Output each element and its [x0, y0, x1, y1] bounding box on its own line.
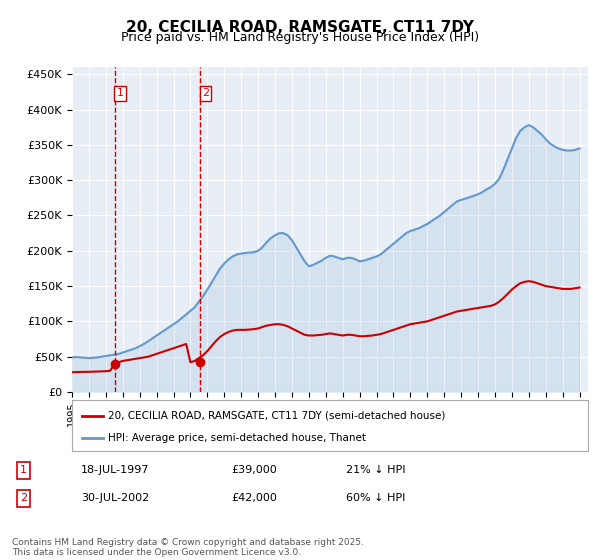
Text: 30-JUL-2002: 30-JUL-2002 — [81, 493, 149, 503]
Text: 20, CECILIA ROAD, RAMSGATE, CT11 7DY (semi-detached house): 20, CECILIA ROAD, RAMSGATE, CT11 7DY (se… — [108, 410, 445, 421]
Text: 60% ↓ HPI: 60% ↓ HPI — [346, 493, 406, 503]
Text: Price paid vs. HM Land Registry's House Price Index (HPI): Price paid vs. HM Land Registry's House … — [121, 31, 479, 44]
Text: Contains HM Land Registry data © Crown copyright and database right 2025.
This d: Contains HM Land Registry data © Crown c… — [12, 538, 364, 557]
Text: 2: 2 — [20, 493, 27, 503]
Text: £42,000: £42,000 — [231, 493, 277, 503]
Text: 18-JUL-1997: 18-JUL-1997 — [81, 465, 149, 475]
Text: 21% ↓ HPI: 21% ↓ HPI — [346, 465, 406, 475]
Text: HPI: Average price, semi-detached house, Thanet: HPI: Average price, semi-detached house,… — [108, 433, 366, 443]
Text: 2: 2 — [202, 88, 209, 99]
Text: 20, CECILIA ROAD, RAMSGATE, CT11 7DY: 20, CECILIA ROAD, RAMSGATE, CT11 7DY — [126, 20, 474, 35]
Text: £39,000: £39,000 — [231, 465, 277, 475]
Text: 1: 1 — [116, 88, 124, 99]
Text: 1: 1 — [20, 465, 27, 475]
